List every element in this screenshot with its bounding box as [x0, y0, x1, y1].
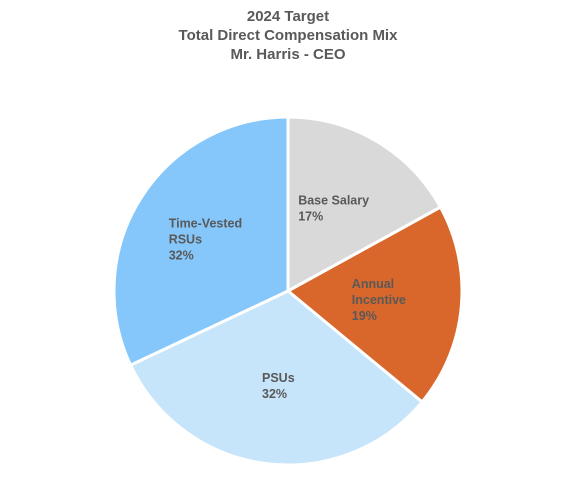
- pie-labels: Base Salary 17%Annual Incentive 19%PSUs 32%T…: [169, 194, 406, 401]
- slice-label-annual-incentive: Annual Incentive 19%: [352, 277, 406, 323]
- slice-label-line: Time-Vested: [169, 217, 242, 231]
- slice-label-line: RSUs: [169, 233, 202, 247]
- chart-title-line-3: Mr. Harris - CEO: [230, 46, 346, 63]
- chart-title-line-2: Total Direct Compensation Mix: [178, 27, 398, 44]
- slice-label-line: Base Salary: [298, 194, 369, 208]
- slice-annual-incentive: [285, 205, 464, 405]
- chart-title-line-1: 2024 Target: [246, 8, 330, 25]
- slice-label-line: 32%: [169, 249, 194, 263]
- slice-label-base-salary: Base Salary 17%: [298, 194, 369, 224]
- slice-label-line: Incentive: [352, 293, 406, 307]
- pie-slices: [112, 115, 464, 467]
- slice-label-line: PSUs: [262, 371, 295, 385]
- slice-label-line: 32%: [262, 387, 287, 401]
- slice-label-line: Annual: [352, 277, 394, 291]
- slice-time-vested-rsus: [112, 115, 290, 368]
- slice-psus: [128, 289, 425, 467]
- slice-label-line: 19%: [352, 309, 377, 323]
- slice-label-line: 17%: [298, 210, 323, 224]
- slice-label-time-vested-rsus: Time-Vested RSUs 32%: [169, 217, 242, 263]
- slice-base-salary: [286, 115, 443, 294]
- slice-label-psus: PSUs 32%: [262, 371, 295, 401]
- chart-title: 2024 Target Total Direct Compensation Mi…: [0, 7, 576, 64]
